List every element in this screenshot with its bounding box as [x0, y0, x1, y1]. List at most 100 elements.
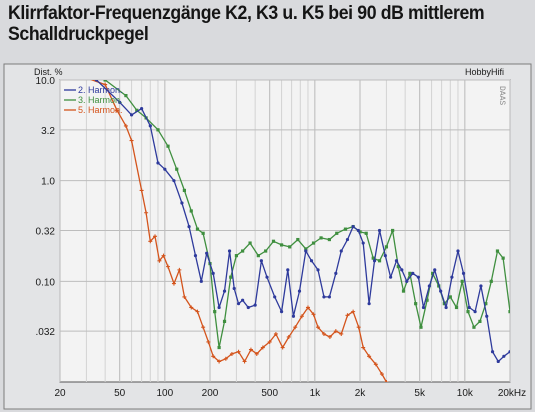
data-point [351, 224, 355, 229]
data-point [309, 259, 314, 263]
data-point [94, 80, 99, 82]
data-point [280, 345, 285, 350]
data-point [211, 271, 215, 275]
data-point [394, 259, 399, 263]
x-tick-label: 2k [355, 388, 367, 399]
y-axis-label: Dist. % [34, 67, 63, 77]
data-point [316, 268, 320, 272]
series-3 [90, 80, 389, 382]
data-point [345, 313, 350, 318]
data-point [316, 325, 321, 330]
data-point [232, 286, 236, 291]
data-point [339, 331, 344, 336]
data-point [124, 93, 128, 98]
data-point [227, 249, 232, 253]
data-point [279, 243, 284, 247]
data-point [166, 144, 170, 148]
data-point [439, 289, 443, 293]
legend-label: 2. Harmon. [78, 85, 123, 95]
data-point [288, 245, 292, 249]
data-point [335, 231, 339, 235]
data-point [508, 350, 510, 354]
data-point [425, 298, 429, 302]
data-point [103, 80, 107, 82]
data-point [267, 339, 272, 344]
data-point [265, 275, 269, 279]
data-point [304, 249, 308, 253]
data-point [490, 350, 495, 354]
data-point [166, 264, 171, 269]
x-tick-label: 20 [54, 388, 66, 399]
data-point [408, 271, 412, 275]
x-tick-label: 500 [261, 388, 278, 399]
data-point [293, 325, 298, 330]
data-point [351, 309, 356, 314]
data-point [172, 179, 176, 183]
data-point [343, 227, 348, 231]
headline-line-1: Klirrfaktor-Frequenzgänge K2, K3 u. K5 b… [8, 3, 485, 24]
x-tick-label: 10k [457, 388, 474, 399]
data-point [189, 209, 193, 213]
data-point [206, 339, 211, 344]
legend-label: 5. Harmon. [78, 105, 123, 115]
data-point [379, 372, 384, 377]
x-axis: 20 50 100 200 500 1k 2k 5k 10k 20kHz [54, 388, 526, 399]
data-point [242, 359, 247, 364]
y-tick-label: 0.32 [36, 226, 56, 237]
data-point [319, 236, 323, 240]
data-point [177, 267, 182, 272]
data-point [450, 275, 454, 279]
data-point [496, 359, 500, 364]
data-point [361, 345, 366, 350]
data-point [431, 271, 435, 275]
data-point [421, 305, 426, 310]
data-point [444, 305, 448, 310]
data-point [485, 314, 489, 318]
data-point [286, 268, 290, 272]
data-point [222, 319, 227, 323]
x-tick-label: 20kHz [498, 388, 526, 399]
data-point [135, 108, 139, 112]
x-tick-label: 50 [114, 388, 126, 399]
data-point [115, 108, 120, 113]
data-point [254, 351, 259, 356]
data-point [161, 253, 166, 258]
data-point [175, 167, 179, 171]
data-point [411, 271, 415, 275]
data-point [248, 241, 252, 245]
data-point [201, 325, 206, 330]
data-point [201, 231, 205, 235]
x-tick-label: 1k [310, 388, 322, 399]
data-point [213, 310, 217, 314]
data-point [296, 237, 300, 242]
data-point [129, 113, 134, 117]
data-point [182, 188, 186, 193]
data-point [396, 265, 400, 269]
data-point [236, 349, 241, 354]
data-point [144, 210, 149, 215]
data-point [495, 249, 500, 253]
data-point [358, 230, 362, 234]
data-point [372, 259, 377, 263]
data-point [305, 305, 310, 310]
data-point [205, 251, 209, 255]
data-point [311, 241, 316, 245]
data-point [260, 345, 265, 350]
data-point [236, 302, 241, 306]
data-point [364, 231, 368, 235]
data-point [246, 305, 250, 310]
headline: Klirrfaktor-Frequenzgänge K2, K3 u. K5 b… [8, 3, 492, 45]
data-point [367, 302, 371, 306]
series-1 [94, 80, 510, 364]
data-point [322, 295, 326, 299]
data-point [478, 319, 482, 323]
data-point [217, 345, 221, 350]
data-point [103, 82, 108, 87]
data-point [448, 295, 452, 299]
data-point [502, 354, 506, 358]
data-point [361, 241, 365, 245]
data-point [384, 245, 389, 249]
data-point [473, 310, 477, 314]
data-point [383, 254, 387, 258]
